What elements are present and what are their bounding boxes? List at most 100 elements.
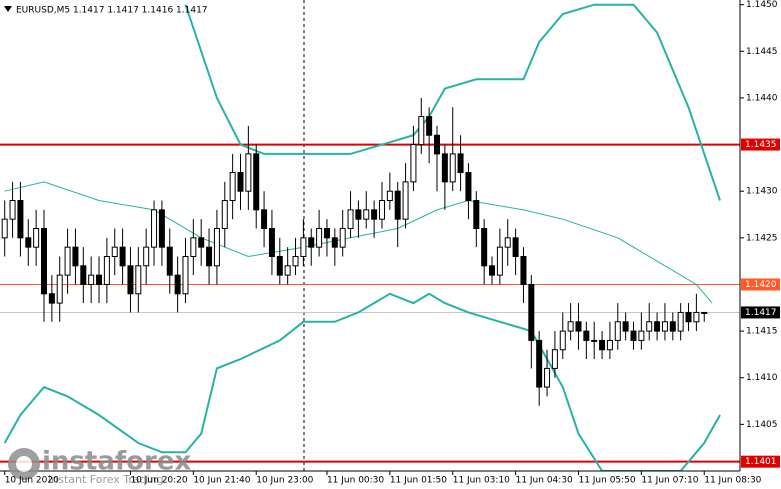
candle-body — [308, 237, 315, 248]
candle-body — [630, 330, 637, 341]
candle-body — [190, 237, 197, 257]
y-tick-label: 1.1425 — [746, 233, 778, 243]
candle-body — [127, 265, 134, 295]
candle-body — [567, 321, 574, 332]
candle-body — [96, 274, 103, 285]
candle-body — [300, 237, 307, 257]
candle-body — [701, 311, 708, 314]
candle-body — [378, 200, 385, 220]
candle-body — [56, 274, 63, 304]
candle-body — [457, 153, 464, 174]
candle-body — [88, 274, 95, 285]
candle-body — [198, 237, 205, 248]
candle-body — [166, 246, 173, 276]
y-tick-label: 1.1430 — [746, 187, 778, 197]
level-label-box — [741, 278, 780, 291]
candle-body — [331, 237, 338, 248]
level-label-box — [741, 306, 780, 319]
candle-body — [323, 228, 330, 239]
candle-body — [111, 246, 118, 257]
level-label: 1.1401 — [745, 457, 777, 467]
candle-body — [229, 172, 236, 202]
watermark: instaforex Instant Forex Trading — [8, 447, 192, 486]
y-tick-label: 1.1415 — [746, 327, 778, 337]
candle-body — [638, 330, 645, 341]
candle-body — [677, 311, 684, 332]
candle-body — [1, 218, 8, 239]
candle-body — [583, 330, 590, 341]
logo-icon-inner — [16, 456, 32, 472]
band-line — [3, 292, 721, 471]
candle-body — [64, 246, 71, 276]
candle-body — [261, 209, 268, 230]
x-tick-label: 10 Jun 21:40 — [193, 476, 250, 486]
candle-body — [426, 116, 433, 136]
candle-body — [693, 311, 700, 323]
x-tick-label: 11 Jun 00:30 — [327, 476, 384, 486]
candle-body — [245, 153, 252, 192]
candle-body — [606, 339, 613, 351]
candle-body — [72, 246, 79, 267]
chart-title: EURUSD,M5 1.1417 1.1417 1.1416 1.1417 — [16, 6, 208, 16]
candle-body — [559, 330, 566, 351]
candle-body — [339, 228, 346, 248]
candle-body — [151, 209, 158, 248]
candle-body — [33, 228, 40, 248]
x-tick-label: 11 Jun 03:10 — [453, 476, 510, 486]
candle-body — [410, 144, 417, 183]
candle-body — [292, 255, 299, 267]
candle-body — [386, 190, 393, 202]
x-tick-label: 11 Jun 04:30 — [516, 476, 573, 486]
brand: instaforex — [42, 447, 192, 477]
candle-body — [276, 255, 283, 276]
candle-body — [174, 274, 181, 295]
candle-body — [512, 237, 519, 257]
candle-body — [575, 321, 582, 332]
candle-body — [654, 321, 661, 332]
candle-body — [622, 321, 629, 332]
candle-body — [434, 134, 440, 155]
candle-body — [213, 228, 220, 267]
candle-body — [17, 200, 24, 239]
slogan: Instant Forex Trading — [48, 473, 164, 486]
candle-body — [685, 311, 692, 323]
candle-body — [496, 246, 503, 276]
y-tick-label: 1.1410 — [746, 373, 778, 383]
x-tick-label: 11 Jun 08:30 — [704, 476, 761, 486]
level-label: 1.1417 — [745, 308, 777, 318]
level-label-box — [741, 455, 780, 468]
candle-body — [489, 265, 496, 276]
y-tick-label: 1.1405 — [746, 420, 778, 430]
candle-body — [41, 228, 47, 295]
candle-body — [418, 116, 425, 146]
candle-body — [661, 321, 668, 332]
y-tick-label: 1.1450 — [746, 0, 778, 10]
candle-body — [465, 172, 472, 202]
level-label: 1.1420 — [745, 280, 777, 290]
x-tick-label: 10 Jun 2020 — [5, 476, 59, 486]
x-tick-label: 11 Jun 07:10 — [641, 476, 698, 486]
y-tick-label: 1.1440 — [746, 93, 778, 103]
candle-body — [669, 321, 676, 332]
candle-body — [449, 153, 456, 183]
candle-body — [143, 246, 150, 267]
candle-body — [363, 209, 370, 220]
candle-body — [646, 321, 653, 332]
candle-body — [347, 209, 354, 230]
candle-body — [182, 255, 189, 295]
candle-body — [473, 200, 480, 230]
plot-area — [0, 3, 740, 471]
symbol-icon — [4, 6, 12, 12]
candle-body — [316, 228, 323, 248]
candle-body — [371, 209, 378, 220]
candle-body — [402, 181, 409, 220]
candle-body — [268, 228, 275, 257]
candle-body — [520, 255, 527, 285]
candle-body — [355, 209, 362, 220]
candle-body — [135, 265, 142, 295]
candle-body — [284, 265, 291, 276]
candle-body — [591, 339, 598, 342]
x-tick-label: 10 Jun 20:20 — [130, 476, 187, 486]
